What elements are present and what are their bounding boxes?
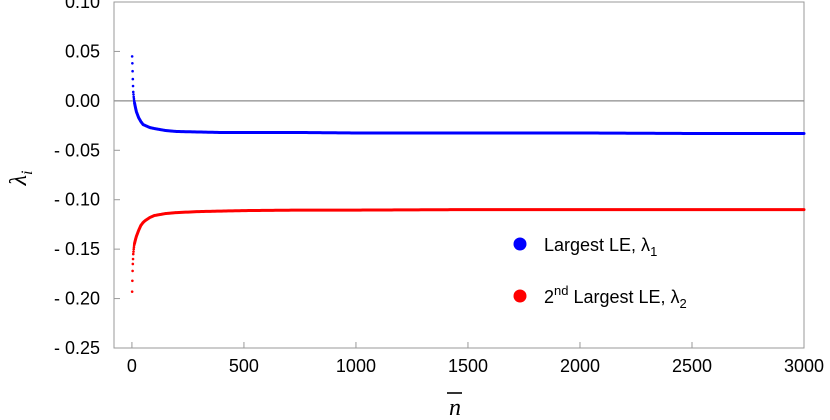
y-axis-title-main: λ xyxy=(6,175,32,186)
series-2 xyxy=(130,208,806,293)
y-axis-title-subscript: i xyxy=(19,171,36,175)
series-1 xyxy=(130,55,806,135)
data-point xyxy=(130,290,134,293)
legend-item-2: 2nd Largest LE, λ2 xyxy=(513,283,687,311)
x-tick-label: 0 xyxy=(127,356,137,376)
legend-marker xyxy=(513,289,527,303)
y-tick-label: 0.05 xyxy=(65,41,100,61)
data-point xyxy=(131,252,135,256)
y-tick-label: - 0.10 xyxy=(54,190,100,210)
legend-marker xyxy=(513,237,527,251)
x-tick-label: 1000 xyxy=(336,356,376,376)
data-point xyxy=(132,93,135,96)
series-line xyxy=(133,208,806,245)
data-point xyxy=(131,61,134,65)
x-tick-label: 1500 xyxy=(448,356,488,376)
data-point xyxy=(131,279,134,283)
data-point xyxy=(131,262,135,266)
x-tick-label: 2500 xyxy=(672,356,712,376)
y-tick-label: - 0.20 xyxy=(54,289,100,309)
data-point xyxy=(131,84,135,88)
legend-label: 2nd Largest LE, λ2 xyxy=(544,283,687,311)
data-point xyxy=(132,95,136,99)
y-tick-label: - 0.25 xyxy=(54,338,100,358)
legend-label: Largest LE, λ1 xyxy=(544,235,657,259)
y-tick-label: 0.00 xyxy=(65,91,100,111)
data-point xyxy=(130,55,134,58)
data-point xyxy=(131,269,134,273)
y-tick-label: 0.10 xyxy=(65,0,100,12)
data-point xyxy=(131,69,134,73)
legend-item-1: Largest LE, λ1 xyxy=(513,235,657,259)
x-tick-label: 3000 xyxy=(784,356,824,376)
data-point xyxy=(131,90,135,94)
data-point xyxy=(132,250,135,253)
data-point xyxy=(132,247,136,251)
y-tick-label: - 0.15 xyxy=(54,239,100,259)
y-tick-label: - 0.05 xyxy=(54,140,100,160)
data-point xyxy=(132,245,136,249)
data-point xyxy=(131,77,135,81)
data-point xyxy=(131,257,135,261)
y-axis-title: λi xyxy=(6,171,36,187)
plot-frame xyxy=(113,1,805,349)
series-line xyxy=(133,101,806,135)
x-axis-title: n xyxy=(449,395,461,420)
x-tick-label: 500 xyxy=(229,356,259,376)
x-tick-label: 2000 xyxy=(560,356,600,376)
data-point xyxy=(132,97,136,101)
svg-text:λi: λi xyxy=(6,171,36,187)
